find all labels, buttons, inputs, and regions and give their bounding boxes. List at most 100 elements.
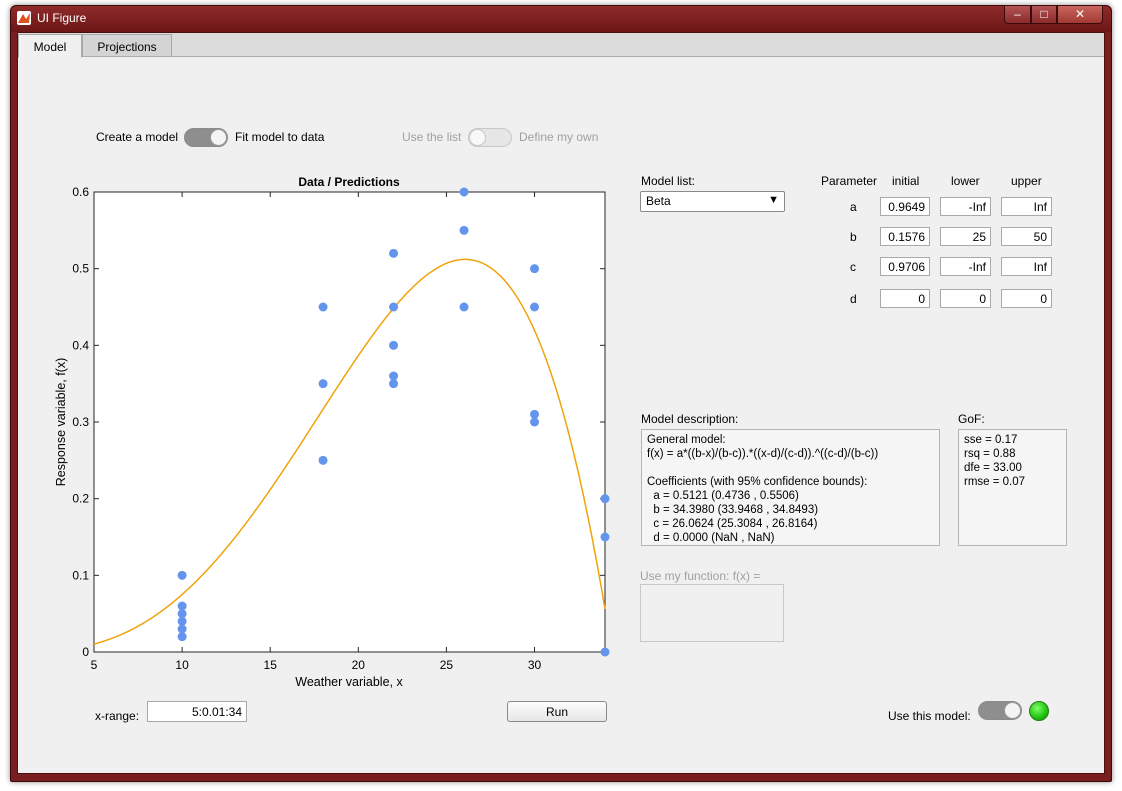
figure-client-area: Model Projections Create a model Fit mod…: [17, 32, 1105, 774]
x-tick-label: 15: [264, 658, 278, 672]
data-point: [389, 379, 399, 389]
description-line: f(x) = a*((b-x)/(b-c)).*((x-d)/(c-d)).^(…: [647, 448, 879, 460]
param-d-initial[interactable]: 0: [880, 289, 930, 308]
data-point: [600, 647, 610, 657]
gof-line: sse = 0.17: [964, 434, 1018, 446]
switch-knob: [210, 129, 227, 146]
param-b-initial[interactable]: 0.1576: [880, 227, 930, 246]
data-point: [389, 248, 399, 258]
description-line: [647, 461, 939, 475]
create-fit-switch[interactable]: [184, 128, 228, 147]
maximize-button[interactable]: □: [1031, 6, 1057, 24]
data-point: [177, 616, 187, 626]
data-points: [177, 187, 610, 657]
data-point: [389, 302, 399, 312]
chart-title: Data / Predictions: [298, 175, 400, 189]
data-point: [530, 409, 540, 419]
param-c-lower[interactable]: -Inf: [940, 257, 991, 276]
param-b-upper[interactable]: 50: [1001, 227, 1052, 246]
description-line: General model:: [647, 434, 726, 446]
use-list-label: Use the list: [402, 130, 462, 144]
data-point: [530, 417, 540, 427]
close-button[interactable]: ✕: [1057, 6, 1103, 24]
param-a-lower[interactable]: -Inf: [940, 197, 991, 216]
param-a-initial[interactable]: 0.9649: [880, 197, 930, 216]
data-point: [177, 601, 187, 611]
model-list-selected: Beta: [646, 194, 671, 208]
x-tick-label: 10: [175, 658, 189, 672]
gof-label: GoF:: [958, 412, 985, 426]
data-point: [530, 302, 540, 312]
app-window: UI Figure – □ ✕ Model Projections Create…: [10, 5, 1112, 782]
y-tick-label: 0.5: [72, 262, 89, 276]
y-tick-label: 0: [82, 645, 89, 659]
data-point: [318, 379, 328, 389]
param-c-initial[interactable]: 0.9706: [880, 257, 930, 276]
param-d-upper[interactable]: 0: [1001, 289, 1052, 308]
model-fit-line: [93, 258, 606, 645]
tab-strip: Model Projections: [18, 33, 1104, 58]
y-axis-label: Response variable, f(x): [54, 358, 68, 487]
param-header-lower: lower: [951, 174, 980, 188]
title-bar: UI Figure – □ ✕: [11, 6, 1111, 32]
list-define-switch[interactable]: [468, 128, 512, 147]
description-line: c = 26.0624 (25.3084 , 26.8164): [647, 518, 818, 530]
data-predictions-chart: Data / Predictions 0 0.1 0.2 0.3 0.4 0.5 0.6 5…: [54, 175, 610, 689]
x-range-label: x-range:: [95, 709, 140, 723]
param-a-upper[interactable]: Inf: [1001, 197, 1052, 216]
param-c-upper[interactable]: Inf: [1001, 257, 1052, 276]
model-list-label: Model list:: [641, 174, 696, 188]
data-point: [177, 609, 187, 619]
x-range-input[interactable]: 5:0.01:34: [147, 701, 247, 722]
y-tick-label: 0.6: [72, 185, 89, 199]
data-point: [389, 371, 399, 381]
use-model-switch[interactable]: [978, 701, 1022, 720]
my-function-input[interactable]: [640, 584, 784, 642]
switch-knob: [1004, 702, 1021, 719]
x-tick-label: 5: [91, 658, 98, 672]
model-description-label: Model description:: [641, 412, 739, 426]
tab-projections[interactable]: Projections: [82, 34, 172, 57]
y-tick-label: 0.4: [72, 338, 89, 352]
use-model-label: Use this model:: [888, 709, 971, 723]
x-tick-label: 20: [352, 658, 366, 672]
param-name-c: c: [850, 260, 856, 274]
model-description-box[interactable]: General model: f(x) = a*((b-x)/(b-c)).*(…: [641, 429, 940, 546]
description-line: b = 34.3980 (33.9468 , 34.8493): [647, 504, 819, 516]
x-axis-label: Weather variable, x: [295, 675, 403, 689]
data-point: [177, 624, 187, 634]
data-point: [177, 570, 187, 580]
param-name-a: a: [850, 200, 857, 214]
data-point: [530, 264, 540, 274]
plot-area: [93, 191, 606, 653]
status-lamp: [1029, 701, 1049, 721]
y-axis-ticks: 0 0.1 0.2 0.3 0.4 0.5 0.6: [72, 185, 605, 659]
my-function-label: Use my function: f(x) =: [640, 569, 761, 583]
gof-line: rmse = 0.07: [964, 476, 1026, 488]
model-list-dropdown[interactable]: Beta ▼: [640, 191, 785, 212]
data-point: [177, 632, 187, 642]
switch-knob: [469, 129, 486, 146]
create-model-label: Create a model: [96, 130, 179, 144]
param-d-lower[interactable]: 0: [940, 289, 991, 308]
data-point: [389, 340, 399, 350]
define-own-label: Define my own: [519, 130, 599, 144]
window-title: UI Figure: [37, 11, 87, 25]
data-point: [600, 532, 610, 542]
param-header-parameter: Parameter: [821, 174, 878, 188]
gof-line: rsq = 0.88: [964, 448, 1016, 460]
param-b-lower[interactable]: 25: [940, 227, 991, 246]
fit-model-label: Fit model to data: [235, 130, 325, 144]
data-point: [459, 302, 469, 312]
run-button[interactable]: Run: [507, 701, 607, 722]
gof-line: dfe = 33.00: [964, 462, 1022, 474]
y-tick-label: 0.2: [72, 492, 89, 506]
param-name-d: d: [850, 292, 857, 306]
minimize-button[interactable]: –: [1004, 6, 1031, 24]
data-point: [459, 187, 469, 197]
description-line: d = 0.0000 (NaN , NaN): [647, 532, 775, 544]
data-point: [459, 225, 469, 235]
gof-box[interactable]: sse = 0.17 rsq = 0.88 dfe = 33.00 rmse =…: [958, 429, 1067, 546]
y-tick-label: 0.3: [72, 415, 89, 429]
tab-model[interactable]: Model: [18, 34, 82, 58]
